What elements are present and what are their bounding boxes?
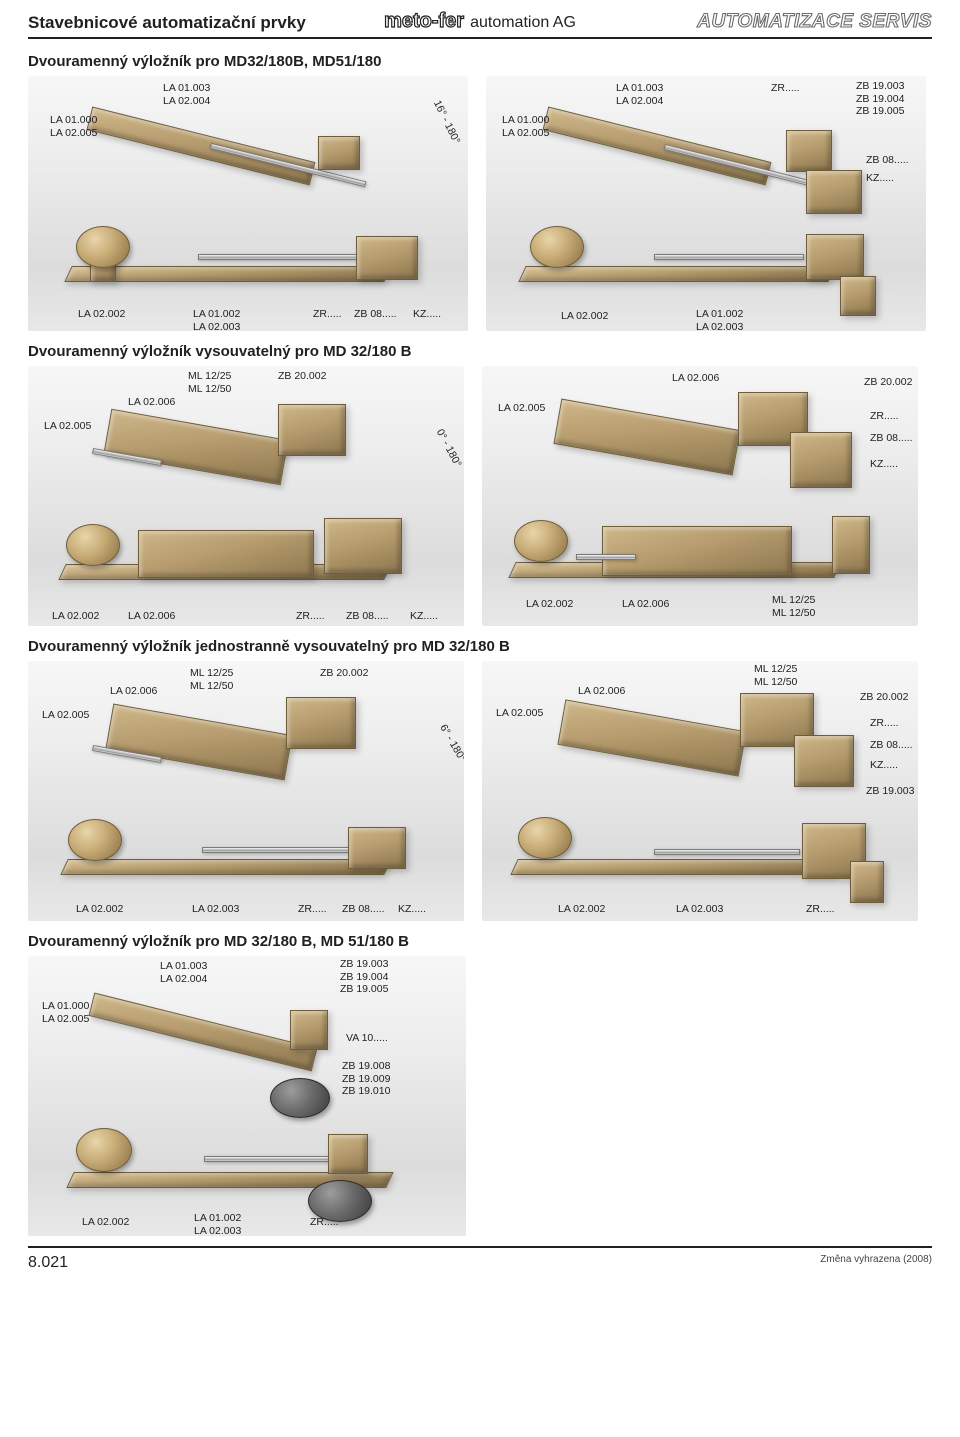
header-left: Stavebnicové automatizační prvky	[28, 13, 329, 33]
figure-callout-label: LA 02.002	[52, 610, 99, 623]
figure-callout-label: ZB 19.008ZB 19.009ZB 19.010	[342, 1060, 390, 1098]
figure-callout-label: KZ.....	[870, 759, 898, 772]
figure-callout-label: KZ.....	[866, 172, 894, 185]
section-title-2: Dvouramenný výložník vysouvatelný pro MD…	[28, 343, 932, 360]
brand-logo: meto-fer	[384, 10, 464, 33]
figure-callout-label: ZB 08.....	[870, 739, 913, 752]
figure-callout-label: LA 02.005	[42, 709, 89, 722]
figure-callout-label: LA 02.005	[496, 707, 543, 720]
figure-callout-label: ZR.....	[771, 82, 800, 95]
figure-callout-label: VA 10.....	[346, 1032, 388, 1045]
page-number: 8.021	[28, 1254, 68, 1272]
figure-callout-label: ZB 08.....	[866, 154, 909, 167]
figure-s1-right: LA 01.003LA 02.004 ZR..... ZB 19.003ZB 19.…	[486, 76, 926, 331]
figure-callout-label: ML 12/25ML 12/50	[190, 667, 233, 692]
figure-callout-label: LA 02.006	[110, 685, 157, 698]
figure-callout-label: LA 01.003LA 02.004	[163, 82, 210, 107]
figure-callout-label: ZR.....	[296, 610, 325, 623]
figure-callout-label: LA 01.002LA 02.003	[193, 308, 240, 331]
figure-s2-right: LA 02.006 ZB 20.002 LA 02.005 ZR..... ZB 08.…	[482, 366, 918, 626]
figure-callout-label: LA 01.003LA 02.004	[160, 960, 207, 985]
figure-callout-label: LA 01.002LA 02.003	[696, 308, 743, 331]
figure-callout-label: ZR.....	[313, 308, 342, 321]
header-center: meto-fer automation AG	[329, 10, 630, 33]
figure-callout-label: 16° - 180°	[431, 98, 463, 146]
figure-callout-label: KZ.....	[870, 458, 898, 471]
page-footer: 8.021 Změna vyhrazena (2008)	[28, 1246, 932, 1272]
figure-s2-left: ML 12/25ML 12/50 ZB 20.002 LA 02.006 LA 02.…	[28, 366, 464, 626]
figure-callout-label: ZB 20.002	[860, 691, 908, 704]
figure-callout-label: ML 12/25ML 12/50	[754, 663, 797, 688]
figure-callout-label: LA 02.005	[44, 420, 91, 433]
figure-row-3: ML 12/25ML 12/50 ZB 20.002 LA 02.006 LA 02.…	[28, 661, 932, 921]
section-title-1: Dvouramenný výložník pro MD32/180B, MD51…	[28, 53, 932, 70]
figure-row-2: ML 12/25ML 12/50ZB 20.002LA 02.006LA 02.…	[28, 366, 932, 626]
section-title-3: Dvouramenný výložník jednostranně vysouv…	[28, 638, 932, 655]
figure-callout-label: LA 02.003	[192, 903, 239, 916]
figure-s4-single: LA 01.003LA 02.004 ZB 19.003ZB 19.004ZB 1…	[28, 956, 466, 1236]
figure-callout-label: ZB 19.003	[866, 785, 914, 798]
figure-callout-label: LA 02.002	[526, 598, 573, 611]
figure-callout-label: LA 02.003	[676, 903, 723, 916]
figure-callout-label: LA 02.002	[76, 903, 123, 916]
page-header: Stavebnicové automatizační prvky meto-fe…	[28, 10, 932, 39]
brand-suffix: automation AG	[470, 14, 576, 32]
figure-callout-label: ZR.....	[870, 410, 899, 423]
figure-callout-label: LA 02.006	[578, 685, 625, 698]
figure-callout-label: ZR.....	[310, 1216, 339, 1229]
figure-callout-label: ZB 19.003ZB 19.004ZB 19.005	[340, 958, 388, 996]
figure-callout-label: LA 02.002	[82, 1216, 129, 1229]
figure-callout-label: LA 02.005	[498, 402, 545, 415]
figure-callout-label: LA 01.000LA 02.005	[42, 1000, 89, 1025]
figure-callout-label: 0° - 180°	[433, 427, 463, 469]
footer-note: Změna vyhrazena (2008)	[820, 1254, 932, 1272]
figure-callout-label: ZB 08.....	[870, 432, 913, 445]
figure-callout-label: LA 02.002	[561, 310, 608, 323]
figure-s3-left: ML 12/25ML 12/50 ZB 20.002 LA 02.006 LA 02.…	[28, 661, 464, 921]
figure-callout-label: LA 01.000LA 02.005	[502, 114, 549, 139]
figure-callout-label: ZB 08.....	[346, 610, 389, 623]
figure-callout-label: LA 02.002	[78, 308, 125, 321]
figure-callout-label: ZB 20.002	[278, 370, 326, 383]
figure-callout-label: KZ.....	[413, 308, 441, 321]
figure-callout-label: LA 01.002LA 02.003	[194, 1212, 241, 1236]
figure-row-4: LA 01.003LA 02.004 ZB 19.003ZB 19.004ZB 1…	[28, 956, 932, 1236]
figure-s1-left: LA 01.003LA 02.004 LA 01.000LA 02.005 16° …	[28, 76, 468, 331]
section-title-4: Dvouramenný výložník pro MD 32/180 B, MD…	[28, 933, 932, 950]
figure-callout-label: LA 02.006	[622, 598, 669, 611]
figure-callout-label: LA 01.000LA 02.005	[50, 114, 97, 139]
figure-callout-label: ZR.....	[870, 717, 899, 730]
header-right: AUTOMATIZACE SERVIS	[631, 11, 932, 33]
figure-callout-label: ML 12/25ML 12/50	[772, 594, 815, 619]
figure-callout-label: KZ.....	[398, 903, 426, 916]
figure-callout-label: ZB 20.002	[320, 667, 368, 680]
figure-callout-label: LA 02.006	[128, 610, 175, 623]
figure-callout-label: ZB 19.003ZB 19.004ZB 19.005	[856, 80, 904, 118]
figure-callout-label: ZR.....	[806, 903, 835, 916]
figure-callout-label: LA 02.006	[672, 372, 719, 385]
figure-callout-label: LA 01.003LA 02.004	[616, 82, 663, 107]
figure-callout-label: ZR.....	[298, 903, 327, 916]
figure-callout-label: ZB 20.002	[864, 376, 912, 389]
figure-callout-label: ML 12/25ML 12/50	[188, 370, 231, 395]
figure-callout-label: 6° - 180°	[437, 722, 464, 764]
figure-callout-label: LA 02.006	[128, 396, 175, 409]
figure-callout-label: LA 02.002	[558, 903, 605, 916]
figure-callout-label: KZ.....	[410, 610, 438, 623]
figure-callout-label: ZB 08.....	[354, 308, 397, 321]
figure-row-1: LA 01.003LA 02.004 LA 01.000LA 02.005 16° …	[28, 76, 932, 331]
figure-callout-label: ZB 08.....	[342, 903, 385, 916]
figure-s3-right: ML 12/25ML 12/50 LA 02.006 ZB 20.002 LA 02.…	[482, 661, 918, 921]
